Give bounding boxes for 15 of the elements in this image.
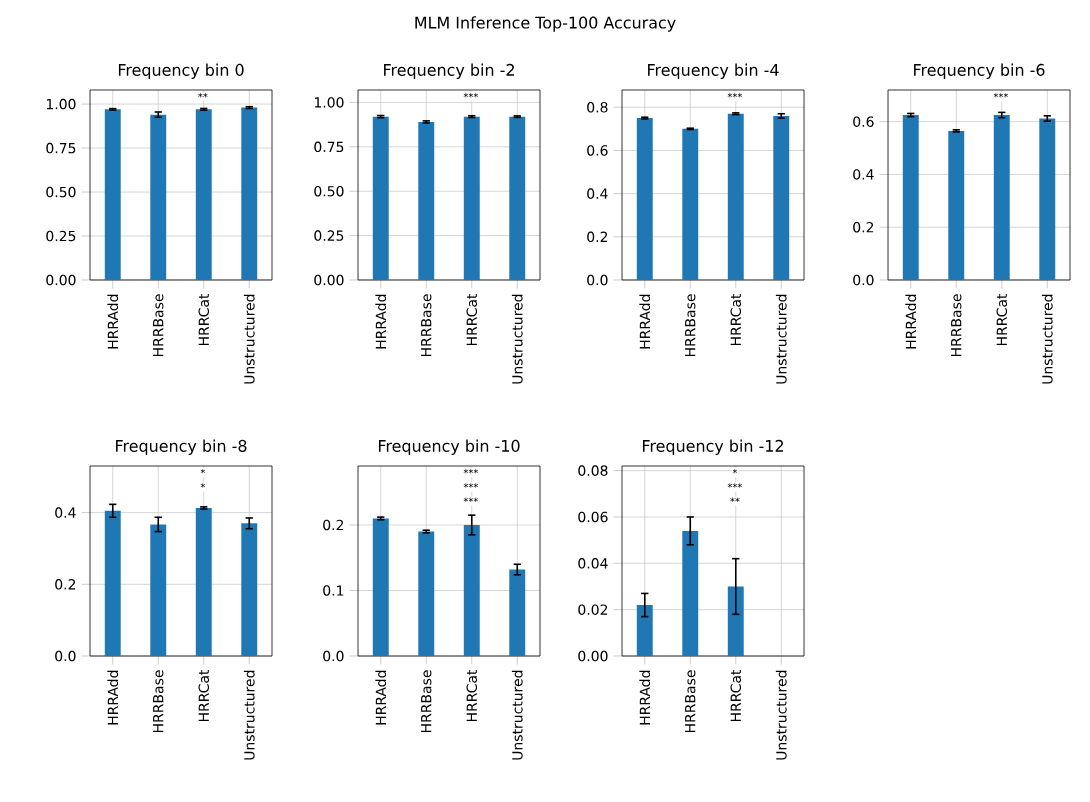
bar <box>636 605 653 656</box>
bar <box>636 118 653 280</box>
bar <box>1039 118 1056 280</box>
bar <box>463 524 480 656</box>
bar <box>682 530 699 656</box>
bar <box>727 113 744 280</box>
bar <box>902 115 919 280</box>
bar <box>993 115 1010 280</box>
bar <box>682 128 699 280</box>
bar <box>372 518 389 656</box>
bar <box>727 586 744 656</box>
bar <box>948 130 965 280</box>
bar <box>418 531 435 656</box>
bar <box>509 569 526 656</box>
bar <box>773 115 790 280</box>
